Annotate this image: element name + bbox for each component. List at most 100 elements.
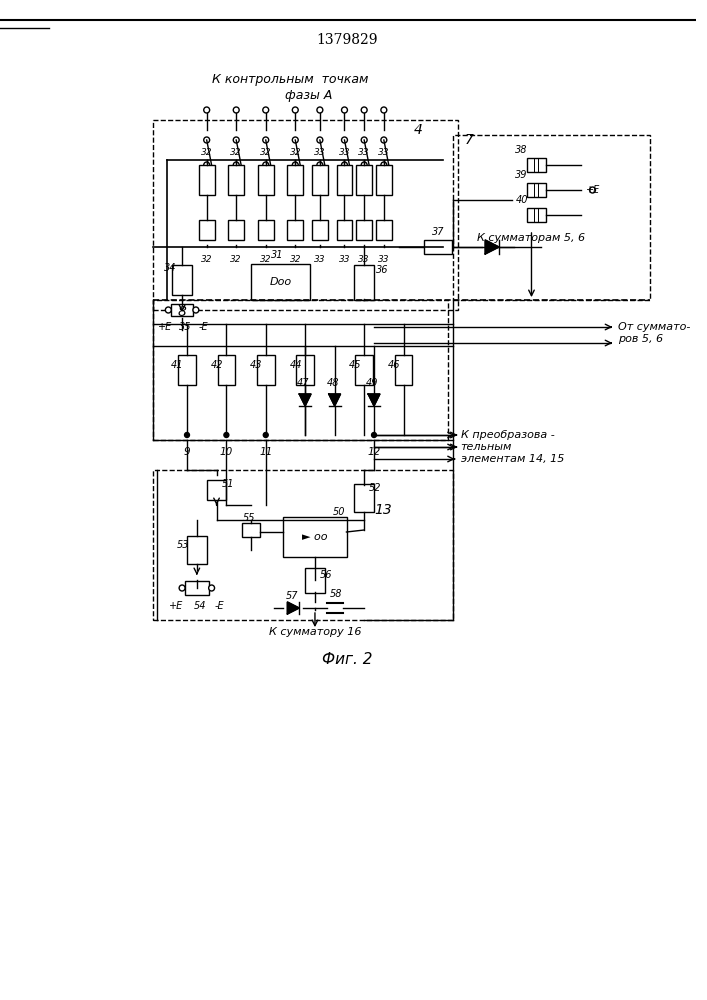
Circle shape	[381, 137, 387, 143]
Bar	[452, 135, 650, 300]
Bar	[296, 355, 314, 385]
Text: 36: 36	[376, 265, 388, 275]
Text: 51: 51	[221, 479, 234, 489]
Polygon shape	[329, 394, 341, 406]
Circle shape	[179, 585, 185, 591]
Text: 32: 32	[230, 148, 242, 157]
Circle shape	[233, 137, 239, 143]
Text: 33: 33	[378, 255, 390, 264]
Bar	[185, 581, 209, 595]
Text: +E: +E	[585, 185, 600, 195]
Circle shape	[263, 107, 269, 113]
Text: 48: 48	[327, 378, 339, 388]
Bar	[173, 265, 192, 295]
Circle shape	[590, 187, 595, 193]
Circle shape	[204, 107, 210, 113]
Circle shape	[381, 107, 387, 113]
Text: 12: 12	[368, 447, 380, 457]
Text: 58: 58	[329, 589, 342, 599]
Text: 33: 33	[378, 148, 390, 157]
Bar	[153, 300, 448, 440]
Circle shape	[292, 162, 298, 168]
Text: Doo: Doo	[269, 277, 291, 287]
Text: +E: +E	[158, 322, 172, 332]
Bar	[178, 355, 196, 385]
Bar	[395, 355, 412, 385]
Bar	[424, 240, 452, 254]
Circle shape	[263, 162, 269, 168]
Bar	[527, 183, 547, 197]
Bar	[354, 484, 374, 512]
Bar	[187, 536, 206, 564]
Bar	[356, 355, 373, 385]
Bar	[199, 220, 214, 240]
Text: 32: 32	[260, 255, 271, 264]
Circle shape	[341, 137, 347, 143]
Text: 52: 52	[369, 483, 382, 493]
Polygon shape	[368, 394, 380, 406]
Circle shape	[361, 107, 367, 113]
Text: 33: 33	[314, 148, 326, 157]
Bar	[287, 165, 303, 195]
Text: 49: 49	[366, 378, 379, 388]
Bar	[356, 220, 372, 240]
Text: 10: 10	[220, 447, 233, 457]
Circle shape	[204, 162, 210, 168]
Text: 9: 9	[184, 447, 190, 457]
Text: 11: 11	[259, 447, 272, 457]
Text: К сумматору 16: К сумматору 16	[269, 627, 361, 637]
Circle shape	[185, 432, 189, 438]
Polygon shape	[485, 240, 499, 254]
Bar	[153, 120, 457, 310]
Text: 1379829: 1379829	[317, 33, 378, 47]
Circle shape	[263, 432, 268, 438]
Circle shape	[292, 137, 298, 143]
Bar	[337, 220, 352, 240]
Text: 31: 31	[271, 250, 284, 260]
Text: 47: 47	[297, 378, 310, 388]
Text: 46: 46	[387, 360, 400, 370]
Bar	[283, 517, 347, 557]
Circle shape	[233, 107, 239, 113]
Text: 32: 32	[201, 255, 212, 264]
Circle shape	[233, 162, 239, 168]
Text: 32: 32	[260, 148, 271, 157]
Text: ров 5, 6: ров 5, 6	[618, 334, 663, 344]
Text: 33: 33	[339, 148, 350, 157]
Text: От суммато-: От суммато-	[618, 322, 691, 332]
Text: 32: 32	[201, 148, 212, 157]
Bar	[312, 220, 328, 240]
Text: тельным: тельным	[461, 442, 512, 452]
Text: 53: 53	[177, 540, 189, 550]
Text: 32: 32	[290, 148, 301, 157]
Circle shape	[204, 137, 210, 143]
Text: 55: 55	[243, 513, 256, 523]
Bar	[287, 220, 303, 240]
Circle shape	[193, 307, 199, 313]
Text: 32: 32	[290, 255, 301, 264]
Bar	[527, 208, 547, 222]
Circle shape	[209, 585, 214, 591]
Text: +E: +E	[169, 601, 184, 611]
Bar	[257, 355, 274, 385]
Text: 8: 8	[177, 305, 187, 319]
Text: 56: 56	[320, 570, 332, 580]
Circle shape	[317, 137, 323, 143]
Bar	[199, 165, 214, 195]
Text: 39: 39	[515, 170, 528, 180]
Bar	[228, 165, 244, 195]
Text: 37: 37	[432, 227, 444, 237]
Text: К контрольным  точкам: К контрольным точкам	[211, 74, 368, 87]
Bar	[228, 220, 244, 240]
Circle shape	[361, 137, 367, 143]
Bar	[527, 158, 547, 172]
Text: 42: 42	[211, 360, 223, 370]
Text: 33: 33	[358, 255, 370, 264]
Text: 44: 44	[289, 360, 302, 370]
Polygon shape	[287, 602, 299, 614]
Bar	[218, 355, 235, 385]
Circle shape	[224, 432, 229, 438]
Bar	[376, 165, 392, 195]
Bar	[356, 165, 372, 195]
Text: 34: 34	[164, 263, 177, 273]
